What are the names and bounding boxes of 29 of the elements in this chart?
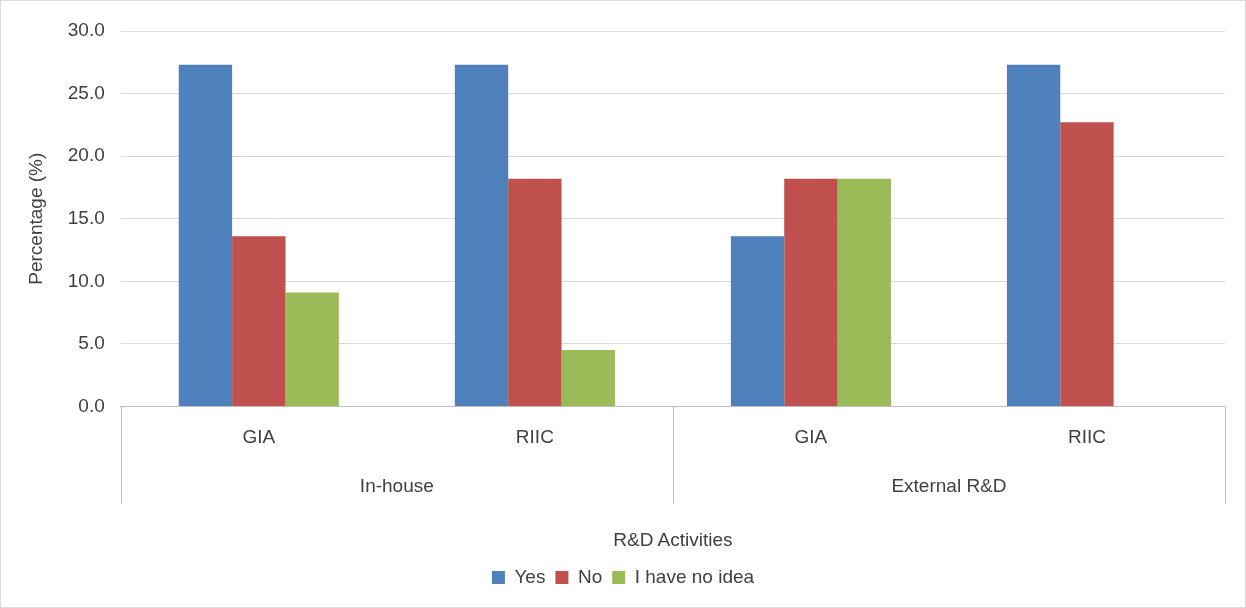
bar — [285, 292, 339, 406]
x-axis-title: R&D Activities — [613, 528, 733, 550]
text: In-house — [359, 474, 434, 496]
bar — [561, 350, 615, 406]
bar — [454, 64, 509, 406]
y-tick-label: 20.0 — [67, 144, 105, 166]
x-tick-label: GIA — [242, 426, 276, 448]
x-tick-label: RIIC — [1067, 426, 1106, 448]
x-tick-label: GIA — [794, 426, 828, 448]
bar — [1006, 64, 1061, 406]
y-tick-label: 10.0 — [67, 269, 105, 291]
bar — [784, 178, 838, 406]
x-tick-label: RIIC — [515, 426, 554, 448]
y-tick-label: 30.0 — [67, 19, 105, 41]
bar — [232, 236, 286, 406]
y-tick-label: 5.0 — [78, 332, 105, 354]
bar — [837, 178, 891, 406]
y-axis-title: Percentage (%) — [24, 152, 46, 285]
bar — [1060, 122, 1114, 406]
y-tick-label: 0.0 — [78, 394, 105, 416]
bar — [730, 236, 785, 406]
y-tick-label: 15.0 — [67, 206, 105, 228]
bar — [508, 178, 562, 406]
legend-label: I have no idea — [634, 565, 755, 587]
legend-label: Yes — [514, 565, 546, 587]
bar — [178, 64, 233, 406]
y-tick-label: 25.0 — [67, 81, 105, 103]
legend-label: No — [577, 565, 603, 587]
text: External R&D — [891, 474, 1007, 496]
